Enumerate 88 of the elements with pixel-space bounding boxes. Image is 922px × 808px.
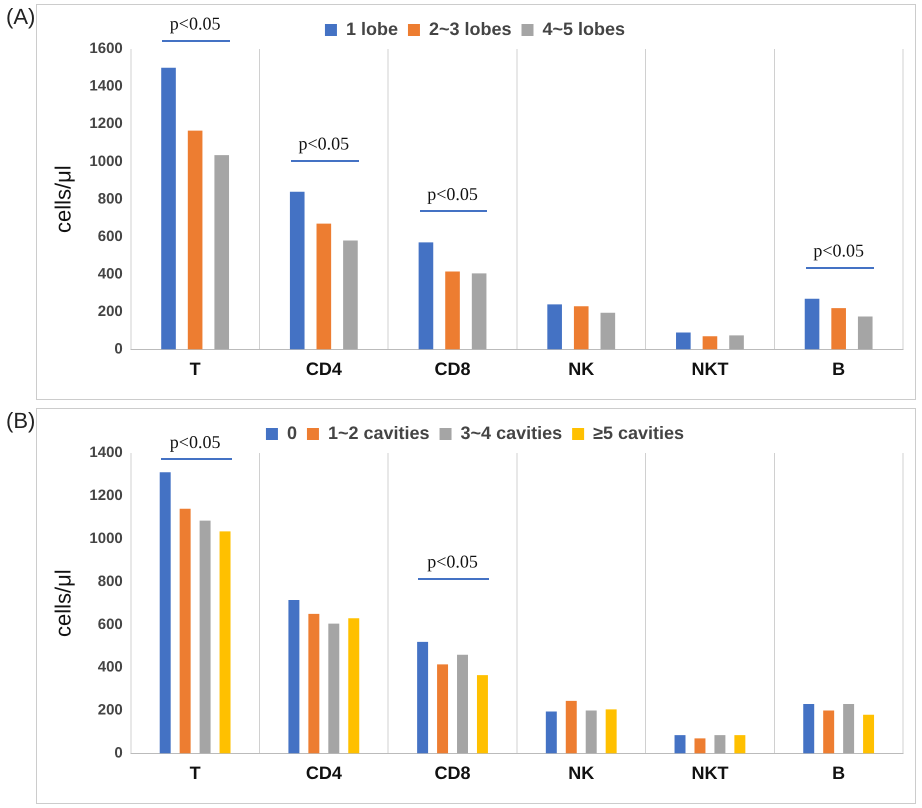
chart-title: (A) — [6, 4, 36, 30]
x-tick-label: NKT — [691, 763, 728, 784]
bar — [823, 710, 834, 754]
x-tick-label: B — [832, 359, 846, 380]
bar — [702, 336, 718, 350]
bar — [694, 738, 706, 754]
y-tick-label: 1600 — [89, 40, 123, 58]
y-tick-label: 800 — [98, 190, 123, 208]
y-axis-title: cells/μl — [50, 165, 76, 234]
text: p<0.05 — [170, 432, 220, 452]
bar — [472, 273, 486, 350]
bar — [160, 472, 171, 754]
annotation: p<0.05 — [298, 133, 350, 154]
annotation: p<0.05 — [427, 552, 478, 572]
legend-label: 4~5 lobes — [542, 18, 626, 39]
y-tick-label: 1200 — [89, 487, 123, 504]
annotation: p<0.05 — [813, 240, 864, 260]
bar — [734, 735, 746, 754]
bar — [804, 298, 820, 350]
bar — [437, 664, 448, 754]
x-tick-label: CD4 — [306, 359, 342, 380]
y-axis-title: cells/μl — [50, 569, 76, 638]
legend-label: 1 lobe — [346, 18, 398, 39]
y-tick-label: 400 — [98, 658, 123, 676]
y-tick-label: 400 — [98, 265, 123, 282]
bar — [803, 704, 814, 754]
legend-label: 3~4 cavities — [460, 422, 562, 443]
y-tick-label: 1400 — [89, 78, 123, 95]
bar — [843, 704, 854, 754]
bar — [546, 712, 557, 754]
x-tick-label: NK — [568, 359, 594, 380]
chart-title: (B) — [6, 408, 36, 434]
text: p<0.05 — [170, 14, 220, 34]
bar — [200, 520, 211, 754]
bar — [457, 654, 468, 754]
bar — [214, 155, 230, 350]
bar — [586, 710, 597, 754]
x-tick-label: T — [190, 763, 201, 784]
legend-label: 1~2 cavities — [328, 422, 430, 443]
bar — [348, 618, 360, 754]
legend-label: 2~3 lobes — [428, 18, 512, 39]
y-tick-label: 0 — [114, 340, 123, 358]
bar — [674, 735, 686, 754]
y-tick-label: 200 — [98, 702, 123, 719]
x-tick-label: NK — [568, 763, 594, 784]
y-tick-label: 1400 — [89, 444, 123, 462]
bar — [729, 335, 744, 350]
bar — [547, 304, 562, 350]
x-tick-label: T — [190, 359, 201, 380]
bar — [180, 508, 191, 754]
bar — [831, 308, 846, 350]
legend-label: ≥5 cavities — [593, 422, 684, 443]
bar — [290, 192, 305, 350]
bar — [316, 224, 332, 350]
x-tick-label: CD8 — [434, 763, 471, 784]
bar — [476, 675, 488, 754]
bar — [863, 714, 874, 754]
y-tick-label: 600 — [98, 616, 123, 633]
bar — [343, 240, 358, 350]
bar — [417, 642, 428, 754]
y-tick-label: 1200 — [89, 115, 123, 132]
x-tick-label: NKT — [691, 359, 728, 380]
y-tick-label: 0 — [114, 744, 123, 762]
bar — [161, 68, 176, 350]
bar — [418, 242, 434, 350]
bar — [288, 600, 300, 754]
bar — [445, 271, 460, 350]
bar — [188, 130, 202, 350]
annotation: p<0.05 — [427, 184, 478, 204]
y-tick-label: 1000 — [89, 152, 123, 170]
bar — [858, 316, 873, 350]
y-tick-label: 200 — [98, 302, 123, 320]
bar — [574, 306, 589, 350]
y-tick-label: 600 — [98, 228, 123, 245]
bar — [220, 531, 231, 754]
bar — [600, 312, 616, 350]
bar — [308, 614, 320, 754]
bar — [606, 709, 617, 754]
bar — [566, 700, 577, 754]
bar — [676, 332, 691, 350]
y-tick-label: 800 — [98, 572, 123, 590]
x-tick-label: CD4 — [306, 763, 342, 784]
x-tick-label: CD8 — [434, 359, 471, 380]
y-tick-label: 1000 — [89, 530, 123, 547]
bar — [328, 624, 340, 754]
legend-label: 0 — [286, 422, 297, 443]
bar — [714, 735, 726, 754]
x-tick-label: B — [832, 763, 846, 784]
